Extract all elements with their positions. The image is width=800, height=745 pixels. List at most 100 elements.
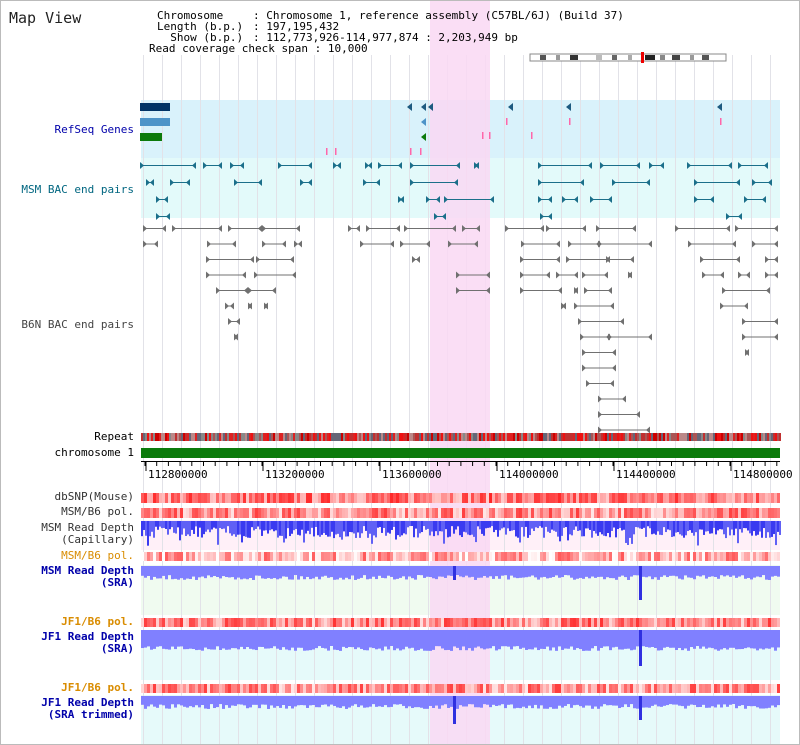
jf1-trim-depth-bar	[549, 696, 552, 708]
msm-b6-pol-2-heat-cell	[231, 552, 234, 561]
repeat-segment	[775, 433, 777, 441]
jf1-b6-pol-heat-cell	[213, 618, 216, 627]
repeat-segment	[167, 433, 169, 441]
jf1-b6-pol-2-heat-cell	[711, 684, 714, 693]
jf1-b6-pol-heat-cell	[150, 618, 153, 627]
capillary-depth-bar	[481, 521, 483, 534]
capillary-depth-bar	[223, 521, 225, 529]
jf1-sra-depth-bar	[531, 630, 534, 650]
dbsnp-heat-cell	[525, 493, 528, 503]
jf1-sra-depth-bar	[357, 630, 360, 648]
jf1-b6-pol-heat-cell	[639, 618, 642, 627]
jf1-b6-pol-heat-cell	[495, 618, 498, 627]
jf1-b6-pol-2-heat-cell	[504, 684, 507, 693]
dbsnp-heat-cell	[321, 493, 324, 503]
jf1-b6-pol-heat-cell	[750, 618, 753, 627]
info-key-chromosome: Chromosome	[157, 9, 224, 22]
jf1-b6-pol-2-heat-cell	[585, 684, 588, 693]
msm-sra-depth-bar	[759, 566, 762, 578]
jf1-sra-depth-bar	[405, 630, 408, 647]
capillary-depth-bar	[183, 521, 185, 529]
repeat-segment	[457, 433, 459, 441]
jf1-b6-pol-heat-cell	[741, 618, 744, 627]
dbsnp-heat-cell	[528, 493, 531, 503]
msm-b6-pol-heat-cell	[657, 508, 660, 518]
jf1-trim-depth-bar	[651, 696, 654, 706]
jf1-sra-depth-bar	[639, 630, 642, 666]
dbsnp-heat-cell	[735, 493, 738, 503]
b6n-bac-pair-end	[244, 287, 248, 294]
repeat-segment	[719, 433, 721, 441]
msm-b6-pol-heat-cell	[630, 508, 633, 518]
capillary-depth-bar	[569, 521, 571, 535]
jf1-trim-depth-bar	[297, 696, 300, 706]
msm-bac-pair-end	[166, 213, 170, 220]
jf1-b6-pol-2-heat-cell	[564, 684, 567, 693]
msm-sra-depth-bar	[198, 566, 201, 578]
jf1-sra-depth-bar	[180, 630, 183, 647]
msm-b6-pol-heat-cell	[555, 508, 558, 518]
msm-sra-depth-bar	[654, 566, 657, 578]
jf1-sra-depth-bar	[438, 630, 441, 647]
jf1-b6-pol-heat-cell	[297, 618, 300, 627]
capillary-depth-bar	[407, 521, 409, 528]
msm-b6-pol-2-heat-cell	[762, 552, 765, 561]
jf1-sra-depth-bar	[660, 630, 663, 651]
capillary-depth-bar	[333, 521, 335, 539]
dbsnp-heat-cell	[204, 493, 207, 503]
capillary-depth-bar	[463, 521, 465, 532]
b6n-bac-pair-end	[356, 225, 360, 232]
jf1-b6-pol-heat-cell	[279, 618, 282, 627]
jf1-sra-depth-bar	[390, 630, 393, 647]
jf1-b6-pol-heat-cell	[744, 618, 747, 627]
capillary-depth-bar	[171, 521, 173, 528]
jf1-b6-pol-2-heat-cell	[630, 684, 633, 693]
dbsnp-heat-cell	[375, 493, 378, 503]
capillary-depth-bar	[147, 521, 149, 546]
jf1-b6-pol-heat-cell	[405, 618, 408, 627]
jf1-b6-pol-2-heat-cell	[321, 684, 324, 693]
jf1-sra-depth-bar	[183, 630, 186, 650]
jf1-b6-pol-2-heat-cell	[678, 684, 681, 693]
msm-sra-depth-bar	[393, 566, 396, 580]
capillary-depth-bar	[155, 521, 157, 527]
capillary-depth-bar	[405, 521, 407, 535]
repeat-segment	[677, 433, 679, 441]
jf1-b6-pol-2-heat-cell	[225, 684, 228, 693]
msm-b6-pol-2-heat-cell	[666, 552, 669, 561]
ideogram-band	[570, 55, 578, 60]
dbsnp-heat-cell	[255, 493, 258, 503]
capillary-depth-bar	[487, 521, 489, 528]
msm-b6-pol-2-heat-cell	[741, 552, 744, 561]
jf1-b6-pol-heat-cell	[414, 618, 417, 627]
jf1-sra-depth-bar	[375, 630, 378, 650]
msm-b6-pol-heat-cell	[204, 508, 207, 518]
jf1-b6-pol-2-heat-cell	[378, 684, 381, 693]
msm-sra-depth-bar	[741, 566, 744, 576]
msm-b6-pol-2-heat-cell	[633, 552, 636, 561]
jf1-b6-pol-heat-cell	[462, 618, 465, 627]
dbsnp-heat-cell	[507, 493, 510, 503]
msm-b6-pol-heat-cell	[219, 508, 222, 518]
jf1-b6-pol-heat-cell	[708, 618, 711, 627]
b6n-bac-pair-end	[250, 256, 254, 263]
ideogram-band	[612, 55, 617, 60]
jf1-sra-depth-bar	[651, 630, 654, 648]
capillary-depth-bar	[701, 521, 703, 530]
repeat-segment	[603, 433, 605, 441]
jf1-trim-depth-bar	[624, 696, 627, 705]
dbsnp-heat-cell	[675, 493, 678, 503]
dbsnp-heat-cell	[180, 493, 183, 503]
jf1-trim-depth-bar	[372, 696, 375, 705]
repeat-segment	[499, 433, 501, 441]
capillary-depth-bar	[741, 521, 743, 533]
jf1-sra-depth-bar	[408, 630, 411, 649]
msm-b6-pol-heat-cell	[324, 508, 327, 518]
jf1-sra-depth-bar	[756, 630, 759, 651]
msm-sra-depth-bar	[777, 566, 780, 577]
repeat-segment	[479, 433, 481, 441]
msm-b6-pol-heat-cell	[576, 508, 579, 518]
msm-b6-pol-heat-cell	[750, 508, 753, 518]
capillary-depth-bar	[153, 521, 155, 538]
